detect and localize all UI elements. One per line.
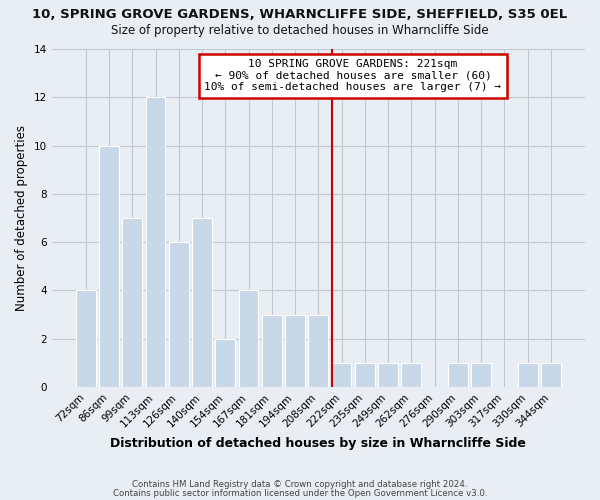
Bar (355, 363, 375, 387)
Bar (541, 363, 561, 387)
Bar (99, 146, 119, 387)
Bar (262, 314, 282, 387)
Bar (378, 363, 398, 387)
Bar (308, 314, 328, 387)
Text: Contains public sector information licensed under the Open Government Licence v3: Contains public sector information licen… (113, 488, 487, 498)
X-axis label: Distribution of detached houses by size in Wharncliffe Side: Distribution of detached houses by size … (110, 437, 526, 450)
Bar (471, 363, 491, 387)
Bar (285, 314, 305, 387)
Bar (192, 218, 212, 387)
Bar (448, 363, 468, 387)
Text: Contains HM Land Registry data © Crown copyright and database right 2024.: Contains HM Land Registry data © Crown c… (132, 480, 468, 489)
Bar (401, 363, 421, 387)
Bar (518, 363, 538, 387)
Bar (215, 338, 235, 387)
Bar (122, 218, 142, 387)
Text: 10, SPRING GROVE GARDENS, WHARNCLIFFE SIDE, SHEFFIELD, S35 0EL: 10, SPRING GROVE GARDENS, WHARNCLIFFE SI… (32, 8, 568, 20)
Text: Size of property relative to detached houses in Wharncliffe Side: Size of property relative to detached ho… (111, 24, 489, 37)
Bar (169, 242, 188, 387)
Y-axis label: Number of detached properties: Number of detached properties (15, 125, 28, 311)
Text: 10 SPRING GROVE GARDENS: 221sqm
← 90% of detached houses are smaller (60)
10% of: 10 SPRING GROVE GARDENS: 221sqm ← 90% of… (205, 59, 502, 92)
Bar (239, 290, 259, 387)
Bar (76, 290, 95, 387)
Bar (332, 363, 352, 387)
Bar (146, 98, 166, 387)
